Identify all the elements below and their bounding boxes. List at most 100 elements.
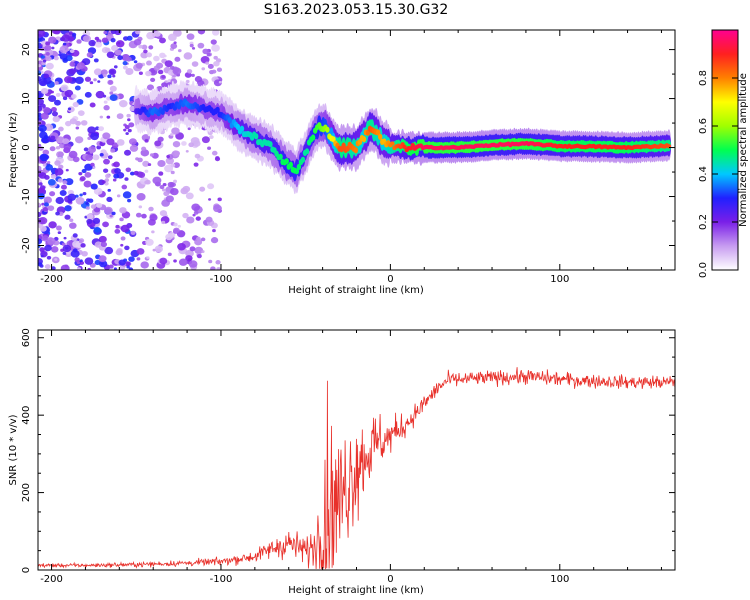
heatmap-noise-cell: [116, 139, 125, 146]
heatmap-noise-cell: [47, 205, 55, 211]
heatmap-noise-cell: [145, 238, 154, 246]
heatmap-noise-cell: [48, 221, 57, 229]
heatmap-noise-cell: [107, 188, 111, 192]
heatmap-noise-cell: [47, 237, 56, 245]
heatmap-noise-cell: [45, 52, 50, 56]
heatmap-noise-cell: [72, 233, 78, 238]
heatmap-noise-cell: [53, 56, 59, 61]
heatmap-noise-cell: [161, 82, 168, 88]
heatmap-noise-cell: [135, 212, 142, 218]
heatmap-noise-cell: [124, 245, 130, 251]
heatmap-noise-cell: [112, 178, 117, 182]
heatmap-noise-cell: [99, 152, 104, 157]
heatmap-ridge-cell: [215, 106, 220, 113]
heatmap-noise-cell: [122, 60, 128, 66]
heatmap-noise-cell: [87, 126, 96, 134]
heatmap-noise-cell: [93, 78, 97, 82]
heatmap-noise-cell: [86, 213, 94, 220]
heatmap-noise-cell: [128, 267, 134, 270]
y-tick-label: -20: [21, 237, 32, 253]
heatmap-noise-cell: [133, 170, 139, 176]
heatmap-noise-cell: [196, 253, 202, 259]
heatmap-noise-cell: [192, 140, 201, 147]
heatmap-ridge-cell: [408, 146, 413, 151]
heatmap-noise-cell: [202, 48, 209, 55]
heatmap-noise-cell: [135, 30, 141, 35]
heatmap-noise-cell: [216, 67, 223, 72]
heatmap-noise-cell: [142, 160, 150, 167]
heatmap-noise-cell: [104, 246, 114, 255]
heatmap-noise-cell: [42, 59, 47, 63]
snr-y-ticks: 0 200 400 600: [21, 328, 675, 573]
heatmap-noise-cell: [173, 41, 177, 45]
heatmap-noise-cell: [39, 247, 45, 253]
heatmap-ridge-cell: [235, 123, 241, 130]
heatmap-noise-cell: [43, 174, 50, 180]
heatmap-noise-cell: [185, 150, 189, 153]
y-tick-label: 10: [21, 92, 32, 105]
heatmap-noise-cell: [61, 34, 71, 42]
heatmap-noise-cell: [178, 258, 188, 266]
heatmap-noise-cell: [58, 211, 64, 216]
heatmap-noise-cell: [62, 42, 67, 46]
heatmap-noise-cell: [50, 174, 57, 179]
heatmap-noise-cell: [55, 225, 62, 231]
heatmap-noise-cell: [69, 61, 76, 67]
heatmap-noise-cell: [90, 162, 95, 167]
heatmap-noise-cell: [100, 69, 108, 76]
heatmap-noise-cell: [177, 243, 186, 251]
heatmap-noise-cell: [149, 153, 155, 157]
heatmap-ridge-cell: [284, 158, 289, 165]
heatmap-noise-cell: [69, 218, 74, 223]
heatmap-noise-cell: [82, 191, 87, 196]
heatmap-noise-cell: [70, 249, 80, 258]
heatmap-noise-cell: [161, 188, 166, 192]
heatmap-noise-cell: [55, 211, 60, 216]
snr-x-ticks: -200 -100 0 100: [40, 330, 662, 585]
heatmap-noise-cell: [92, 166, 96, 169]
heatmap-noise-cell: [43, 202, 49, 207]
heatmap-noise-cell: [165, 157, 175, 165]
heatmap-noise-cell: [87, 267, 91, 270]
heatmap-noise-cell: [120, 224, 130, 233]
heatmap-noise-cell: [194, 153, 201, 159]
heatmap-noise-cell: [135, 62, 143, 69]
heatmap-noise-cell: [133, 60, 138, 64]
heatmap-noise-cell: [164, 60, 173, 68]
heatmap-noise-cell: [186, 69, 193, 74]
heatmap-noise-cell: [210, 266, 216, 270]
heatmap-noise-cell: [86, 52, 93, 58]
colorbar-ticks: 0.0 0.2 0.4 0.6 0.8: [698, 70, 738, 278]
heatmap-noise-cell: [46, 160, 51, 164]
heatmap-noise-cell: [200, 237, 206, 242]
heatmap-ridge-cell: [375, 129, 381, 136]
heatmap-noise-cell: [74, 136, 84, 144]
heatmap-noise-cell: [164, 164, 174, 173]
heatmap-noise-cell: [188, 260, 198, 268]
heatmap-noise-cell: [96, 202, 103, 208]
heatmap-noise-cell: [44, 244, 52, 252]
heatmap-noise-cell: [79, 259, 83, 263]
heatmap-noise-cell: [38, 143, 42, 147]
heatmap-noise-cell: [62, 96, 68, 101]
heatmap-noise-cell: [172, 141, 181, 148]
heatmap-noise-cell: [67, 107, 72, 111]
heatmap-noise-cell: [125, 132, 129, 136]
heatmap-noise-cell: [173, 259, 177, 263]
heatmap-noise-cell: [38, 78, 48, 87]
heatmap-noise-cell: [128, 138, 137, 145]
heatmap-ridge-cell: [288, 161, 293, 168]
heatmap-noise-cell: [47, 178, 56, 186]
heatmap-noise-cell: [153, 65, 161, 71]
heatmap-noise-cell: [194, 238, 203, 246]
heatmap-noise-cell: [185, 249, 194, 258]
heatmap-noise-cell: [145, 70, 152, 77]
heatmap-noise-cell: [146, 52, 152, 58]
heatmap-noise-cell: [49, 146, 56, 152]
heatmap-noise-cell: [72, 156, 80, 163]
heatmap-noise-cell: [197, 42, 205, 49]
heatmap-noise-cell: [42, 106, 51, 114]
heatmap-noise-cell: [84, 257, 94, 265]
heatmap-noise-cell: [158, 171, 164, 176]
heatmap-noise-cell: [206, 52, 211, 57]
